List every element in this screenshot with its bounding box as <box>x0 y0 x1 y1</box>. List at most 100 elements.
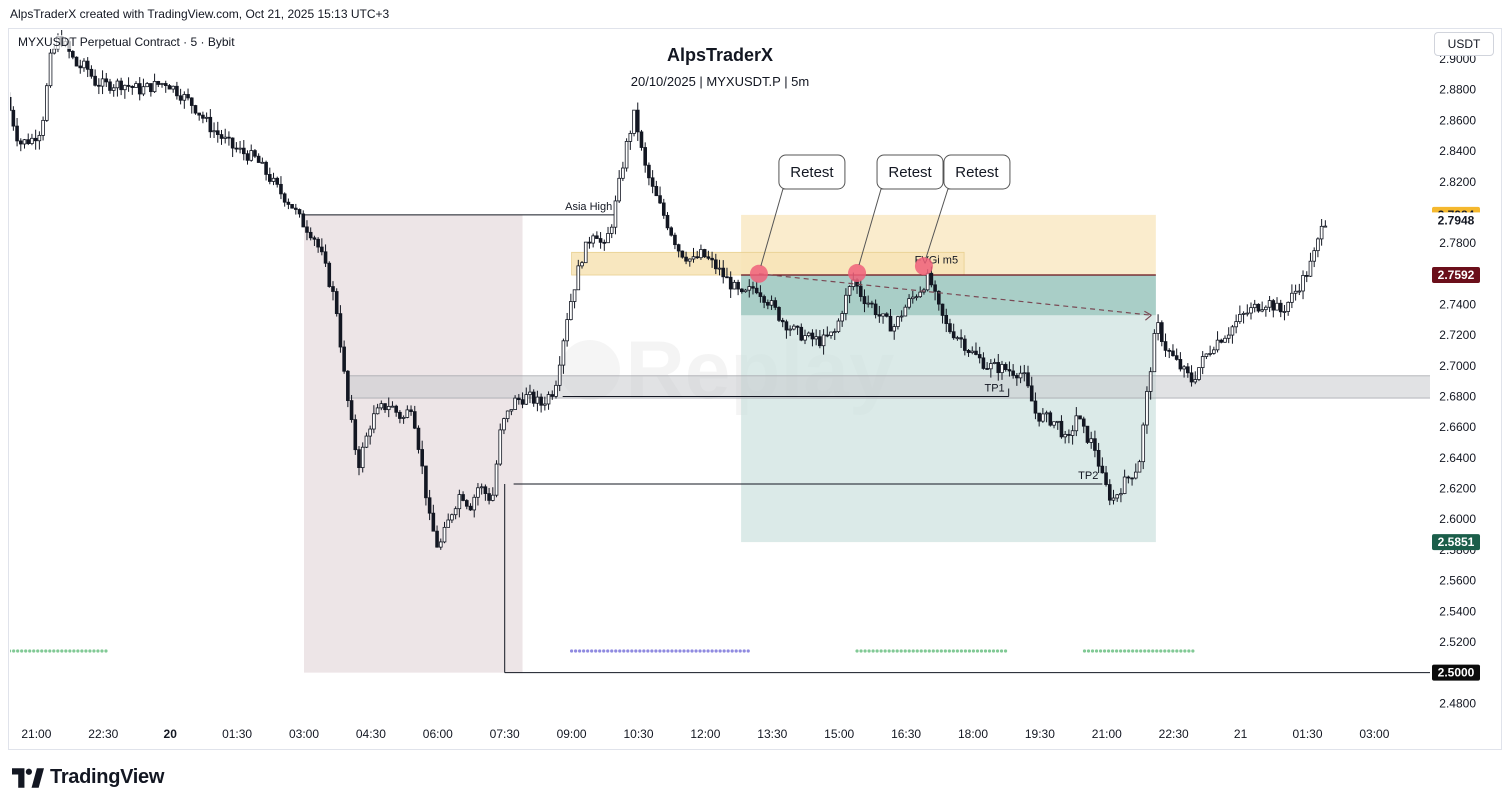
candle-down <box>483 486 488 494</box>
candle-up <box>617 177 621 202</box>
projection-arrowhead <box>1144 310 1152 321</box>
candle-down <box>331 286 335 292</box>
candle-up <box>450 514 454 521</box>
position-target-zone <box>741 275 1156 543</box>
y-tick-label: 2.5400 <box>1439 604 1476 618</box>
candle-down <box>424 465 428 499</box>
session-dot <box>606 649 610 653</box>
session-dot <box>682 649 686 653</box>
candle-down <box>97 84 101 87</box>
y-tick-label: 2.6800 <box>1439 390 1476 404</box>
candle-down <box>933 284 937 292</box>
session-dot <box>710 649 714 653</box>
candle-up <box>479 486 484 489</box>
candle-down <box>256 155 261 163</box>
candle-up <box>1044 412 1049 415</box>
session-dot <box>1187 649 1191 653</box>
candle-down <box>758 292 763 297</box>
session-dot <box>1094 649 1099 653</box>
tradingview-logo[interactable]: TradingView <box>12 766 164 789</box>
candle-up <box>1249 307 1253 314</box>
session-dot <box>867 649 871 653</box>
candle-down <box>163 83 168 86</box>
candle-down <box>1100 465 1105 474</box>
session-dot <box>574 649 578 653</box>
session-dot <box>92 649 96 653</box>
candle-up <box>907 298 911 308</box>
candle-up <box>249 150 254 161</box>
candle-down <box>1304 275 1309 277</box>
candle-up <box>840 313 844 322</box>
session-dot <box>919 649 923 653</box>
candle-down <box>346 370 350 401</box>
candle-down <box>810 332 815 340</box>
currency-button[interactable]: USDT <box>1434 32 1494 56</box>
candle-up <box>1212 349 1216 354</box>
attribution-header: AlpsTraderX created with TradingView.com… <box>10 7 390 21</box>
candle-down <box>654 185 659 197</box>
candle-up <box>572 289 577 302</box>
candle-up <box>1133 471 1138 479</box>
candle-up <box>41 119 45 136</box>
candle-down <box>253 150 257 157</box>
retest-callout-box <box>778 154 846 190</box>
session-dot <box>582 649 586 653</box>
price-tag-label: 2.5851 <box>1438 535 1475 549</box>
candle-up <box>1182 366 1186 370</box>
candle-down <box>647 164 651 179</box>
candle-down <box>981 357 986 369</box>
candle-up <box>111 87 116 91</box>
candle-down <box>966 350 971 353</box>
candle-up <box>580 262 584 267</box>
candle-down <box>1067 433 1071 436</box>
session-dot <box>1143 649 1147 653</box>
candle-down <box>215 130 220 135</box>
retest-marker <box>848 264 867 283</box>
candle-up <box>1145 391 1149 426</box>
y-tick-label: 2.6000 <box>1439 512 1476 526</box>
retest-marker <box>914 257 933 276</box>
candle-down <box>602 241 607 244</box>
candle-down <box>241 147 246 155</box>
candle-up <box>1238 314 1242 323</box>
candle-up <box>892 326 897 332</box>
candle-up <box>621 167 625 179</box>
candle-down <box>888 315 893 332</box>
candle-up <box>1286 301 1290 312</box>
session-dot <box>1123 649 1127 653</box>
candle-down <box>959 337 963 340</box>
symbol-label[interactable]: MYXUSDT Perpetual Contract · 5 · Bybit <box>18 35 235 49</box>
y-tick-label: 2.7800 <box>1439 236 1476 250</box>
session-dot <box>1135 649 1139 653</box>
candle-up <box>457 494 462 510</box>
candle-down <box>1011 370 1015 376</box>
candle-down <box>1178 359 1183 370</box>
candle-up <box>903 306 908 317</box>
candle-up <box>360 446 365 469</box>
candle-up <box>134 83 138 88</box>
candle-up <box>260 161 265 164</box>
candle-up <box>438 541 443 548</box>
candle-down <box>33 137 38 142</box>
candle-down <box>301 213 306 228</box>
candle-up <box>1148 371 1153 392</box>
y-tick-label: 2.6200 <box>1439 482 1476 496</box>
candle-down <box>1033 400 1038 414</box>
candle-up <box>368 428 372 437</box>
candle-down <box>349 400 354 421</box>
candle-up <box>624 141 629 169</box>
x-tick-label: 16:30 <box>891 727 921 741</box>
candle-down <box>193 105 198 114</box>
session-dot <box>642 649 646 653</box>
candle-down <box>398 411 402 419</box>
candle-up <box>37 135 42 142</box>
candle-down <box>1256 303 1261 312</box>
candle-up <box>1264 306 1268 311</box>
candle-up <box>832 331 837 334</box>
session-dot <box>1163 649 1167 653</box>
candle-down <box>684 256 688 262</box>
candle-down <box>178 95 183 101</box>
session-dot <box>24 649 28 653</box>
session-dot <box>662 649 666 653</box>
